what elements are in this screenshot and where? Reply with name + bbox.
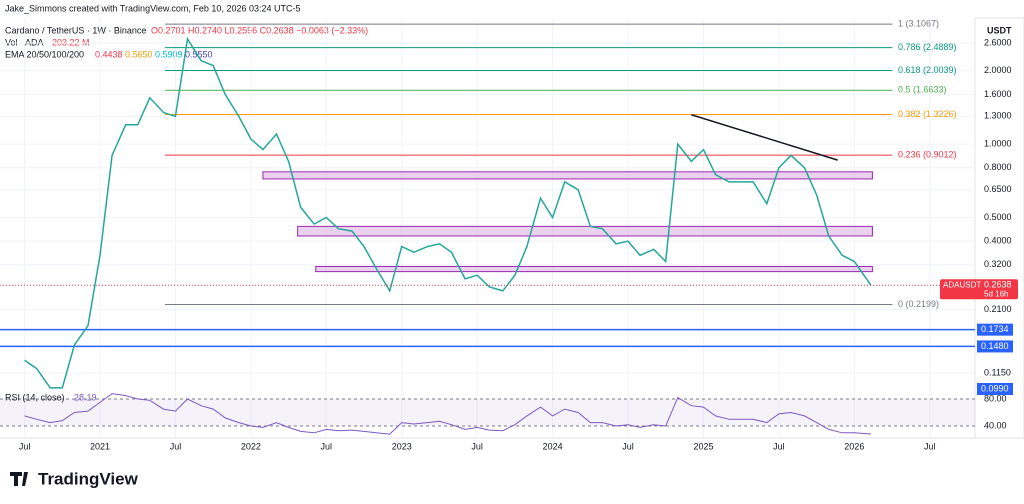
fib-label: 1 (3.1067) [898, 19, 939, 29]
fib-label: 0.236 (0.9012) [898, 150, 957, 160]
fib-label: 0.618 (2.0039) [898, 65, 957, 75]
price-line [24, 36, 872, 389]
level-tag [977, 340, 1013, 353]
x-tick-label: 2025 [693, 441, 713, 451]
logo: TradingView [38, 469, 139, 488]
pane [0, 18, 1024, 438]
last-price: 0.2638 [984, 280, 1012, 290]
y-tick-label: 0.5000 [984, 212, 1012, 222]
tag-label: 0.0990 [981, 383, 1009, 393]
rsi-last: 28.19 [74, 392, 97, 402]
y-tick-label: 0.4000 [984, 236, 1012, 246]
y-tick-label: 0.6500 [984, 184, 1012, 194]
rsi-line [24, 393, 871, 435]
y-tick-label: 2.6000 [984, 37, 1012, 47]
credit: Jake_Simmons created with TradingView.co… [5, 3, 300, 13]
fib-label: 0.382 (1.3226) [898, 109, 957, 119]
symbol: Cardano / TetherUS · 1W · Binance [5, 25, 146, 35]
level-label: 0.1480 [981, 341, 1009, 351]
tag-box [977, 383, 1013, 395]
ema-value: 0.5550 [185, 49, 213, 59]
y-tick-label: 0.8000 [984, 162, 1012, 172]
logo-icon [10, 472, 28, 486]
zone [315, 265, 873, 273]
y-tick-label: 1.6000 [984, 89, 1012, 99]
x-tick-label: 2022 [241, 441, 261, 451]
y-tick-label: 0.3200 [984, 259, 1012, 269]
x-tick-label: 2023 [392, 441, 412, 451]
price-axis [974, 17, 1024, 439]
x-tick-label: 2026 [844, 441, 864, 451]
fib-label: 0.786 (2.4889) [898, 42, 957, 52]
zone [297, 225, 873, 237]
rsi-tick-label: 80.00 [984, 393, 1007, 403]
ema-label: EMA 20/50/100/200 [5, 49, 84, 59]
ema-value: 0.5909 [155, 49, 183, 59]
ohlc: O0.2701 H0.2740 L0.2596 C0.2638 −0.0063 … [151, 25, 368, 35]
y-tick-label: 0.1150 [984, 368, 1011, 378]
countdown: 5d 16h [984, 289, 1008, 298]
trendline [691, 114, 838, 161]
y-tick-label: 1.0000 [984, 139, 1012, 149]
x-tick-label: Jul [773, 441, 785, 451]
x-tick-label: Jul [471, 441, 483, 451]
level-tag [977, 323, 1013, 336]
currency: USDT [987, 25, 1012, 35]
last-tag [940, 279, 1018, 300]
ema-value: 0.4438 [95, 49, 123, 59]
level-label: 0.1734 [981, 324, 1009, 334]
y-tick-label: 2.0000 [984, 65, 1012, 75]
x-tick-label: 2024 [543, 441, 563, 451]
last-symbol: ADAUSDT [943, 280, 981, 289]
rsi-band [0, 398, 975, 427]
rsi-title: RSI (14, close) [5, 392, 65, 402]
x-tick-label: 2021 [90, 441, 110, 451]
y-tick-label: 1.3000 [984, 111, 1012, 121]
y-tick-label: 0.2100 [984, 304, 1012, 314]
x-tick-label: Jul [19, 441, 31, 451]
volume-value: 203.22 M [52, 37, 90, 47]
fib-label: 0.5 (1.6633) [898, 85, 947, 95]
x-tick-label: Jul [622, 441, 634, 451]
x-tick-label: Jul [170, 441, 182, 451]
fib-label: 0 (0.2199) [898, 299, 939, 309]
x-tick-label: Jul [321, 441, 333, 451]
rsi-tick-label: 40.00 [984, 420, 1007, 430]
x-tick-label: Jul [924, 441, 936, 451]
zone [262, 171, 873, 180]
ema-value: 0.5650 [125, 49, 153, 59]
